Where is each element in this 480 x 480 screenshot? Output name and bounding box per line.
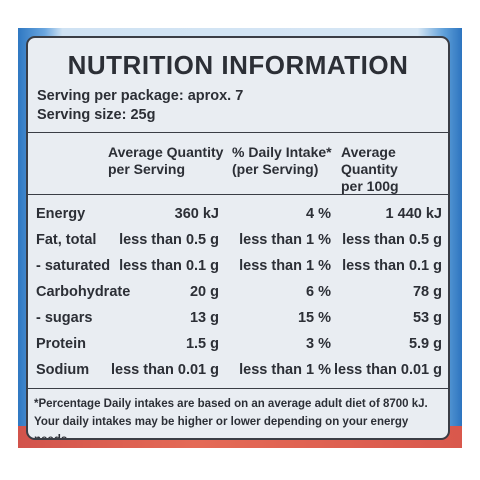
nutrient-row-fat-total: Fat, total less than 0.5 g less than 1 %… [28, 232, 448, 254]
per-100g-value: less than 0.1 g [342, 258, 442, 274]
nutrient-row-protein: Protein 1.5 g 3 % 5.9 g [28, 336, 448, 358]
daily-intake-value: 3 % [306, 336, 331, 352]
divider-header [28, 194, 448, 195]
per-serving-value: 20 g [189, 284, 219, 300]
nutrient-name: - saturated [36, 258, 111, 274]
nutrition-panel: NUTRITION INFORMATION Serving per packag… [26, 36, 450, 440]
servings-per-package: Serving per package: aprox. 7 [37, 88, 244, 104]
footnote: *Percentage Daily intakes are based on a… [34, 395, 444, 440]
footnote-line-1: *Percentage Daily intakes are based on a… [34, 398, 428, 410]
per-serving-value: less than 0.5 g [119, 232, 219, 248]
daily-intake-value: 15 % [297, 310, 331, 326]
daily-intake-value: less than 1 % [239, 258, 331, 274]
per-100g-value: 53 g [412, 310, 442, 326]
nutrient-name: Carbohydrate [36, 284, 131, 300]
nutrient-name: Sodium [36, 362, 90, 378]
divider-top [28, 132, 448, 133]
per-100g-value: less than 0.01 g [334, 362, 442, 378]
serving-size: Serving size: 25g [37, 107, 156, 123]
daily-intake-value: 6 % [306, 284, 331, 300]
nutrient-row-sodium: Sodium less than 0.01 g less than 1 % le… [28, 362, 448, 384]
nutrient-row-carbohydrate: Carbohydrate 20 g 6 % 78 g [28, 284, 448, 306]
nutrient-row-saturated: - saturated less than 0.1 g less than 1 … [28, 258, 448, 280]
nutrient-row-sugars: - sugars 13 g 15 % 53 g [28, 310, 448, 332]
daily-intake-value: less than 1 % [239, 232, 331, 248]
nutrient-name: - sugars [36, 310, 93, 326]
footnote-line-2: Your daily intakes may be higher or lowe… [34, 416, 409, 440]
per-serving-value: less than 0.1 g [119, 258, 219, 274]
column-header-per-100g: Average Quantity per 100g [341, 144, 399, 194]
panel-title: NUTRITION INFORMATION [67, 50, 409, 80]
per-serving-value: 1.5 g [185, 336, 219, 352]
per-serving-value: 13 g [189, 310, 219, 326]
per-100g-value: 1 440 kJ [385, 206, 442, 222]
per-100g-value: 78 g [412, 284, 442, 300]
divider-footer [28, 388, 448, 389]
nutrient-row-energy: Energy 360 kJ 4 % 1 440 kJ [28, 206, 448, 228]
per-100g-value: less than 0.5 g [342, 232, 442, 248]
nutrient-name: Energy [36, 206, 86, 222]
nutrient-name: Protein [36, 336, 86, 352]
daily-intake-value: less than 1 % [239, 362, 331, 378]
column-header-per-serving: Average Quantity per Serving [108, 144, 224, 177]
daily-intake-value: 4 % [306, 206, 331, 222]
per-serving-value: 360 kJ [174, 206, 219, 222]
per-serving-value: less than 0.01 g [111, 362, 219, 378]
per-100g-value: 5.9 g [408, 336, 442, 352]
column-header-daily-intake: % Daily Intake* (per Serving) [232, 144, 332, 177]
nutrient-name: Fat, total [36, 232, 97, 248]
